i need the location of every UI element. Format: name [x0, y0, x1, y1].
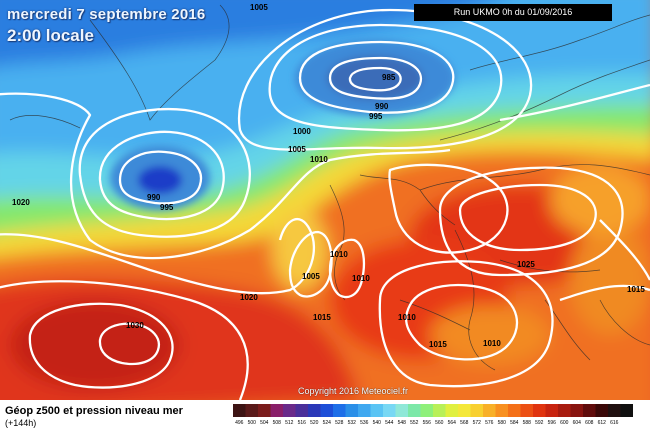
- color-scale-value: 580: [498, 420, 507, 426]
- color-scale-swatch: [508, 404, 521, 417]
- color-scale-value: 604: [573, 420, 582, 426]
- isobar-label: 1025: [517, 260, 535, 269]
- isobar-label: 1005: [302, 272, 320, 281]
- color-scale-swatch: [333, 404, 346, 417]
- color-scale-swatch: [533, 404, 546, 417]
- color-scale-value: 544: [385, 420, 394, 426]
- copyright-text: Copyright 2016 Meteociel.fr: [298, 386, 409, 396]
- color-scale-swatch: [295, 404, 309, 417]
- color-scale-swatch: [608, 404, 621, 417]
- isobar-label: 1010: [398, 313, 416, 322]
- isobar-label: 1010: [352, 274, 370, 283]
- isobar-label: 995: [369, 112, 383, 121]
- color-scale-value: 592: [535, 420, 544, 426]
- color-scale-value: 596: [548, 420, 557, 426]
- color-scale-value: 528: [335, 420, 344, 426]
- color-scale-value: 536: [360, 420, 369, 426]
- legend-bar: Géop z500 et pression niveau mer (+144h)…: [0, 400, 650, 433]
- color-scale-swatch: [408, 404, 421, 417]
- color-scale-swatch: [458, 404, 471, 417]
- color-scale-value: 524: [323, 420, 332, 426]
- color-scale-swatch: [233, 404, 246, 417]
- color-scale-value: 608: [585, 420, 594, 426]
- isobar-label: 990: [147, 193, 161, 202]
- color-scale-value: 556: [423, 420, 432, 426]
- legend-subtitle: (+144h): [5, 418, 37, 428]
- isobar-label: 1030: [126, 321, 144, 330]
- color-scale-value: 548: [398, 420, 407, 426]
- isobar-label: 1010: [330, 250, 348, 259]
- color-scale-value: 516: [298, 420, 307, 426]
- color-scale-swatch: [545, 404, 559, 417]
- color-scale-value: 564: [448, 420, 457, 426]
- color-scale-swatch: [420, 404, 434, 417]
- color-scale-value: 504: [260, 420, 269, 426]
- color-scale-swatch: [345, 404, 359, 417]
- isobar-label: 1015: [627, 285, 645, 294]
- color-scale-value: 572: [473, 420, 482, 426]
- color-scale-value: 496: [235, 420, 244, 426]
- color-scale-swatch: [383, 404, 396, 417]
- color-scale-value: 508: [273, 420, 282, 426]
- isobar-label: 1000: [293, 127, 311, 136]
- color-scale-swatch: [570, 404, 584, 417]
- isobar-label: 1015: [313, 313, 331, 322]
- isobar-label: 995: [160, 203, 174, 212]
- color-scale-swatch: [308, 404, 321, 417]
- color-scale-swatch: [483, 404, 496, 417]
- forecast-date: mercredi 7 septembre 2016: [7, 6, 206, 23]
- color-scale-swatch: [283, 404, 296, 417]
- color-scale-value: 500: [248, 420, 257, 426]
- color-scale-swatch: [583, 404, 596, 417]
- color-scale-value: 612: [598, 420, 607, 426]
- color-scale-swatch: [433, 404, 446, 417]
- isobar-label: 1020: [12, 198, 30, 207]
- color-scale-swatch: [245, 404, 259, 417]
- isobar-label: 1010: [483, 339, 501, 348]
- color-scale-value: 568: [460, 420, 469, 426]
- isobar-label: 1005: [288, 145, 306, 154]
- color-scale-value: 616: [610, 420, 619, 426]
- color-scale-swatch: [320, 404, 334, 417]
- color-scale-swatch: [470, 404, 484, 417]
- model-run-label: Run UKMO 0h du 01/09/2016: [414, 4, 612, 21]
- legend-title: Géop z500 et pression niveau mer: [5, 405, 183, 417]
- color-scale-swatch: [395, 404, 409, 417]
- color-scale-swatch: [358, 404, 371, 417]
- color-scale-value: 576: [485, 420, 494, 426]
- color-scale-value: 532: [348, 420, 357, 426]
- color-scale: 496 500 504 508 512 516 520 524 528 532 536 540 544 5…: [233, 404, 633, 426]
- color-scale-swatch: [370, 404, 384, 417]
- isobar-label: 1020: [240, 293, 258, 302]
- color-scale-value: 600: [560, 420, 569, 426]
- color-scale-swatch: [495, 404, 509, 417]
- color-scale-swatch: [258, 404, 271, 417]
- color-scale-value: 560: [435, 420, 444, 426]
- color-scale-swatch: [558, 404, 571, 417]
- color-scale-swatch: [445, 404, 459, 417]
- color-scale-swatch: [520, 404, 534, 417]
- color-scale-swatch: [595, 404, 609, 417]
- isobar-label: 985: [382, 73, 396, 82]
- color-scale-value: 540: [373, 420, 382, 426]
- color-scale-value: 512: [285, 420, 294, 426]
- color-scale-value: 588: [523, 420, 532, 426]
- isobar-label: 1005: [250, 3, 268, 12]
- weather-map: 1005 985 990 995 1000 1005 1010 990 995 …: [0, 0, 650, 400]
- color-scale-swatch: [620, 404, 633, 417]
- color-scale-value: 584: [510, 420, 519, 426]
- isobar-label: 990: [375, 102, 389, 111]
- isobar-label: 1015: [429, 340, 447, 349]
- forecast-time: 2:00 locale: [7, 26, 94, 45]
- color-scale-swatch: [270, 404, 284, 417]
- color-scale-value: 520: [310, 420, 319, 426]
- isobar-label: 1010: [310, 155, 328, 164]
- color-scale-value: 552: [410, 420, 419, 426]
